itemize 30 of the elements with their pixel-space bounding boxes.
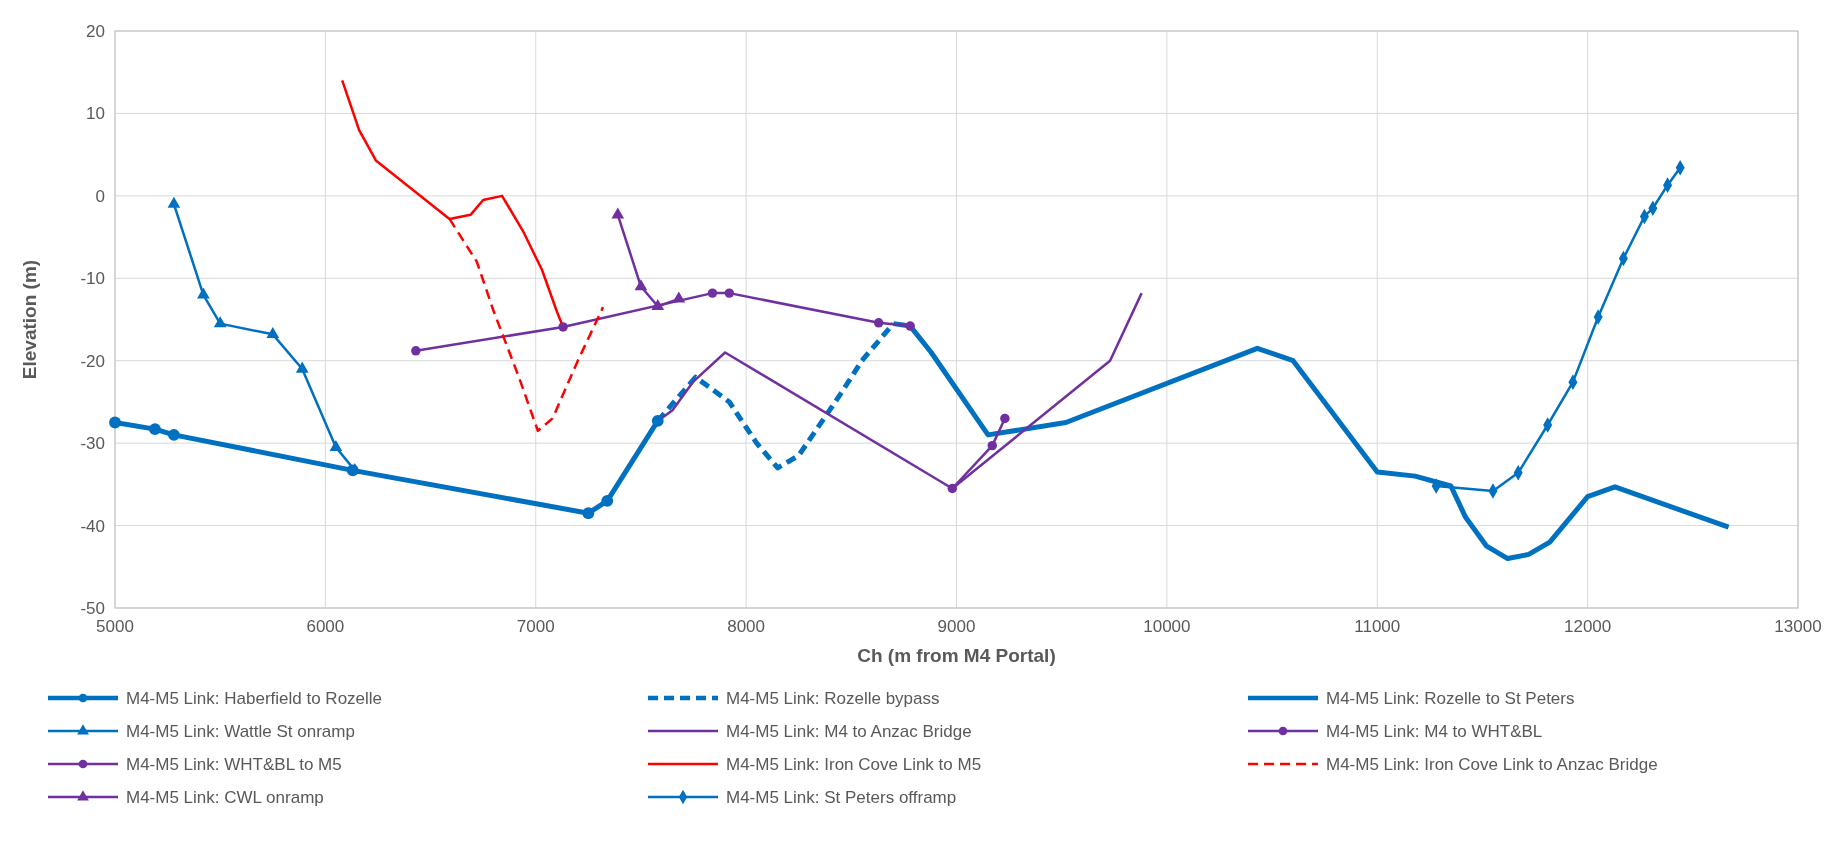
x-tick-label: 6000 [306,617,345,636]
legend-label: M4-M5 Link: Rozelle bypass [726,689,940,708]
y-tick-label: 20 [86,22,105,41]
legend-label: M4-M5 Link: Iron Cove Link to Anzac Bridge [1326,755,1658,774]
x-tick-label: 5000 [96,617,134,636]
y-tick-label: 0 [95,186,105,206]
legend-label: M4-M5 Link: M4 to Anzac Bridge [726,722,972,741]
x-tick-label: 12000 [1563,617,1612,636]
legend-label: M4-M5 Link: M4 to WHT&BL [1326,722,1543,741]
legend-label: M4-M5 Link: Haberfield to Rozelle [126,689,383,708]
x-tick-label: 11000 [1354,617,1401,636]
legend-label: M4-M5 Link: Wattle St onramp [126,722,355,741]
x-axis-title: Ch (m from M4 Portal) [857,645,1056,666]
y-tick-label: -20 [80,351,105,371]
y-tick-label: -40 [80,516,105,536]
x-tick-label: 13000 [1774,617,1822,636]
y-tick-label: -10 [80,269,105,289]
legend-label: M4-M5 Link: St Peters offramp [726,788,957,807]
x-tick-label: 7000 [516,617,555,636]
legend-label: M4-M5 Link: Rozelle to St Peters [1326,689,1575,708]
legend-label: M4-M5 Link: Iron Cove Link to M5 [726,755,982,774]
x-tick-label: 9000 [937,617,976,636]
y-tick-label: -50 [80,599,105,618]
legend-label: M4-M5 Link: CWL onramp [126,788,324,807]
y-tick-label: -30 [80,434,105,454]
x-tick-label: 10000 [1143,617,1191,636]
y-tick-label: 10 [86,104,105,124]
legend-label: M4-M5 Link: WHT&BL to M5 [126,755,342,774]
x-tick-label: 8000 [727,617,766,636]
y-axis-title: Elevation (m) [19,259,40,380]
